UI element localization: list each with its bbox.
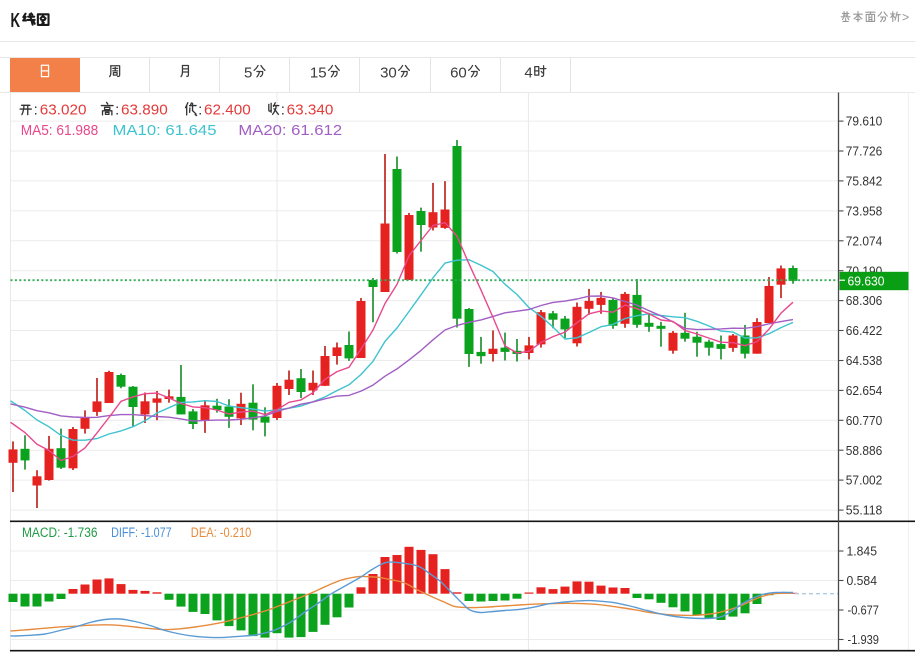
svg-text:60.770: 60.770 — [846, 413, 883, 428]
svg-text:MACD: -1.736: MACD: -1.736 — [22, 525, 98, 540]
svg-text:72.074: 72.074 — [846, 233, 883, 248]
svg-text:-0.677: -0.677 — [848, 603, 880, 618]
svg-text:15: 15 — [310, 65, 327, 82]
svg-text:63.890: 63.890 — [121, 102, 168, 119]
svg-text::: : — [115, 102, 119, 119]
svg-text:K: K — [11, 10, 21, 32]
svg-text:66.422: 66.422 — [846, 323, 883, 338]
svg-text:79.610: 79.610 — [846, 114, 883, 129]
svg-text:58.886: 58.886 — [846, 443, 883, 458]
svg-text:MA10: 61.645: MA10: 61.645 — [113, 122, 217, 139]
svg-text:64.538: 64.538 — [846, 353, 883, 368]
svg-text:1.845: 1.845 — [847, 544, 878, 559]
svg-text:-1.939: -1.939 — [848, 632, 880, 647]
svg-text:62.654: 62.654 — [846, 383, 883, 398]
svg-text:55.118: 55.118 — [846, 503, 883, 518]
svg-text:69.630: 69.630 — [848, 274, 885, 289]
svg-text:57.002: 57.002 — [846, 473, 883, 488]
svg-text:MA20: 61.612: MA20: 61.612 — [238, 122, 342, 139]
svg-text:5: 5 — [244, 65, 252, 82]
svg-text:30: 30 — [380, 65, 397, 82]
svg-text::: : — [198, 102, 202, 119]
svg-text:DIFF: -1.077: DIFF: -1.077 — [111, 525, 172, 540]
svg-text:77.726: 77.726 — [846, 144, 883, 159]
svg-text:63.340: 63.340 — [287, 102, 334, 119]
svg-text:73.958: 73.958 — [846, 204, 883, 219]
svg-text:MA5: 61.988: MA5: 61.988 — [21, 122, 99, 139]
svg-text::: : — [34, 102, 38, 119]
svg-text:60: 60 — [450, 65, 467, 82]
svg-text:0.584: 0.584 — [847, 573, 878, 588]
svg-text:62.400: 62.400 — [204, 102, 251, 119]
svg-text:DEA: -0.210: DEA: -0.210 — [191, 525, 252, 540]
svg-text:63.020: 63.020 — [40, 102, 87, 119]
svg-text:75.842: 75.842 — [846, 174, 883, 189]
svg-text::: : — [281, 102, 285, 119]
svg-text:4: 4 — [524, 65, 532, 82]
svg-text:>: > — [902, 10, 909, 24]
svg-text:68.306: 68.306 — [846, 293, 883, 308]
